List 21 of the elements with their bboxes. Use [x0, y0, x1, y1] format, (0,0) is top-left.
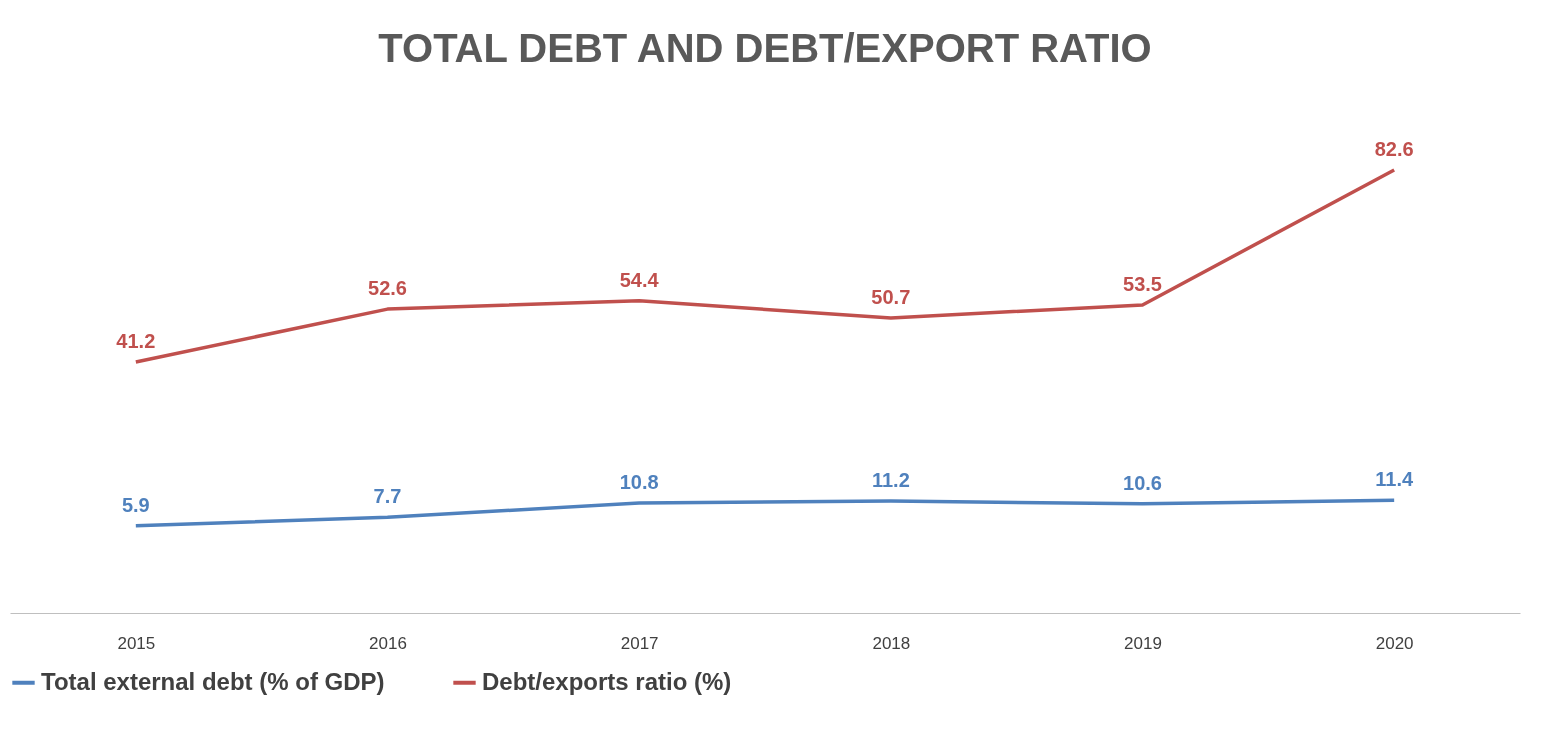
- data-label: 50.7: [871, 285, 911, 308]
- data-label: 82.6: [1374, 138, 1414, 160]
- legend-label: Total external debt (% of GDP): [41, 667, 385, 695]
- data-label: 11.2: [871, 469, 910, 492]
- x-tick-label: 2020: [1375, 633, 1414, 653]
- x-tick-label: 2019: [1124, 633, 1162, 653]
- data-label: 7.7: [373, 485, 402, 508]
- x-tick-label: 2018: [872, 633, 911, 653]
- data-label: 54.4: [619, 268, 660, 291]
- data-label: 52.6: [368, 277, 407, 300]
- data-label: 5.9: [121, 493, 150, 516]
- legend-label: Debt/exports ratio (%): [482, 667, 732, 695]
- data-label: 11.4: [1375, 468, 1414, 491]
- x-tick-label: 2017: [620, 633, 659, 653]
- data-label: 41.2: [116, 329, 156, 352]
- data-label: 10.8: [619, 470, 659, 493]
- data-label: 10.6: [1123, 471, 1162, 494]
- x-tick-label: 2016: [369, 633, 407, 653]
- data-label: 53.5: [1123, 272, 1162, 295]
- chart-title: TOTAL DEBT AND DEBT/EXPORT RATIO: [378, 26, 1152, 70]
- x-tick-label: 2015: [117, 633, 156, 653]
